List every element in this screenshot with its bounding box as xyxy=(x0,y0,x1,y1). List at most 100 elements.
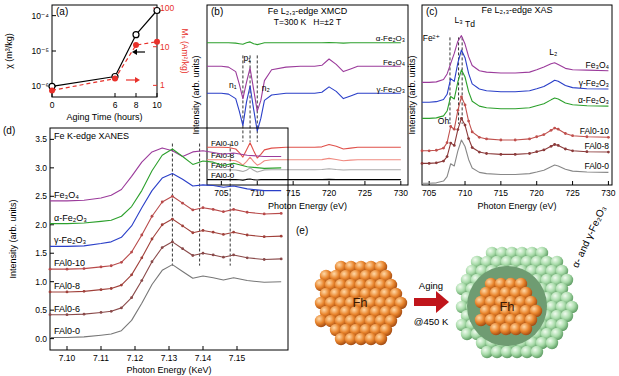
series-line xyxy=(422,140,608,183)
series-marker xyxy=(191,254,194,257)
series-marker xyxy=(456,128,459,131)
series-marker xyxy=(232,254,235,257)
x-tick xyxy=(221,181,222,185)
panel: 705710715720725730Photon Energy (eV)Inte… xyxy=(191,5,408,211)
series-line xyxy=(50,265,281,338)
x-tick-label: 730 xyxy=(394,188,408,198)
series-label: α-Fe₂O₃ xyxy=(578,95,609,105)
series-line xyxy=(52,42,157,91)
series-line xyxy=(422,118,608,163)
panel-label: (e) xyxy=(296,225,308,236)
markers xyxy=(49,195,283,316)
series-marker xyxy=(280,258,283,261)
y-tick-label: 10⁻⁶ xyxy=(32,81,49,91)
series-marker xyxy=(449,125,452,128)
series-marker xyxy=(120,284,123,287)
series-marker xyxy=(133,42,139,48)
x-tick xyxy=(157,93,158,97)
series-marker xyxy=(557,144,560,147)
y-tick-label: 2.5 xyxy=(35,191,47,201)
y-tick-label: 1.0 xyxy=(35,277,47,287)
series-marker xyxy=(151,260,154,263)
series-marker xyxy=(557,128,560,131)
x-tick xyxy=(608,181,609,185)
x-tick-label: 710 xyxy=(458,188,472,198)
annotation: L₂ xyxy=(549,47,557,57)
series-marker xyxy=(100,311,103,314)
annotation: Fe²⁺ xyxy=(423,33,440,43)
x-tick xyxy=(465,181,466,185)
series-marker xyxy=(83,290,86,293)
shell-label: α- and γ-Fe₂O₃ xyxy=(570,204,608,269)
x-tick-label: 725 xyxy=(358,188,372,198)
series-label: FAl0-10 xyxy=(211,139,239,148)
series-marker xyxy=(140,279,143,282)
y2-tick xyxy=(153,85,157,86)
series-marker xyxy=(212,231,215,234)
y2-tick-label: 10 xyxy=(160,42,170,52)
y2-tick xyxy=(153,46,157,47)
series-line xyxy=(207,179,401,180)
series-marker xyxy=(428,162,431,165)
series-marker xyxy=(550,145,553,148)
series-marker xyxy=(564,148,567,151)
series-line xyxy=(207,42,401,45)
x-tick-label: 720 xyxy=(530,188,544,198)
series-marker xyxy=(571,149,574,152)
series-marker xyxy=(171,218,174,221)
x-axis-label: Photon Energy (eV) xyxy=(268,201,347,211)
annotation: p₁ xyxy=(243,53,251,63)
series-marker xyxy=(246,211,249,214)
axis-arrow-head xyxy=(132,49,137,55)
series-marker xyxy=(133,32,139,38)
x-tick xyxy=(364,181,365,185)
series-marker xyxy=(222,233,225,236)
series-marker xyxy=(232,231,235,234)
series-line xyxy=(50,174,281,247)
annotation: L₃ xyxy=(454,15,462,25)
series-marker xyxy=(49,291,52,294)
oxide-shell-particle xyxy=(546,337,558,349)
series-label: Fe₃O₄ xyxy=(586,60,610,70)
series-marker xyxy=(471,146,474,149)
axis-arrow-head xyxy=(135,77,140,83)
plot-frame xyxy=(422,5,612,185)
x-tick xyxy=(500,181,501,185)
series-line xyxy=(50,196,281,269)
series-line xyxy=(207,168,401,172)
series-marker xyxy=(110,310,113,313)
series-marker xyxy=(542,133,545,136)
series-marker xyxy=(49,313,52,316)
plot-area xyxy=(50,144,281,338)
x-tick-label: 720 xyxy=(322,188,336,198)
series-marker xyxy=(446,155,449,158)
series-marker xyxy=(280,235,283,238)
series-marker xyxy=(421,149,424,152)
series-line xyxy=(50,219,281,292)
annotation: Oh xyxy=(438,116,450,126)
series-marker xyxy=(442,147,445,150)
y-axis-label: Intensity (arb. units) xyxy=(8,199,18,278)
series-label: α-Fe₂O₃ xyxy=(376,34,405,43)
series-label: Fe₃O₄ xyxy=(383,58,405,67)
y-tick xyxy=(52,51,56,52)
x-tick-label: 7.14 xyxy=(195,353,212,363)
figure: 0681010⁻⁶10⁻⁵10⁻⁴110100Aging Time (hours… xyxy=(0,0,619,376)
series-marker xyxy=(191,209,194,212)
y-tick-label: 3.5 xyxy=(35,134,47,144)
series-line xyxy=(50,149,281,224)
series-line xyxy=(50,242,281,315)
markers xyxy=(49,7,160,93)
series-marker xyxy=(154,7,160,13)
plot-area xyxy=(52,10,157,90)
x-tick-label: 725 xyxy=(565,188,579,198)
diagram: (e)FhAging@450 KFhα- and γ-Fe₂O₃ xyxy=(296,204,608,358)
series-line xyxy=(52,10,157,86)
x-tick xyxy=(293,181,294,185)
series-marker xyxy=(222,210,225,213)
y-tick-label: 0.0 xyxy=(35,334,47,344)
series-marker xyxy=(528,138,531,141)
panel-label: (a) xyxy=(56,6,68,17)
series-marker xyxy=(232,208,235,211)
annotation: n₁ xyxy=(229,80,237,90)
